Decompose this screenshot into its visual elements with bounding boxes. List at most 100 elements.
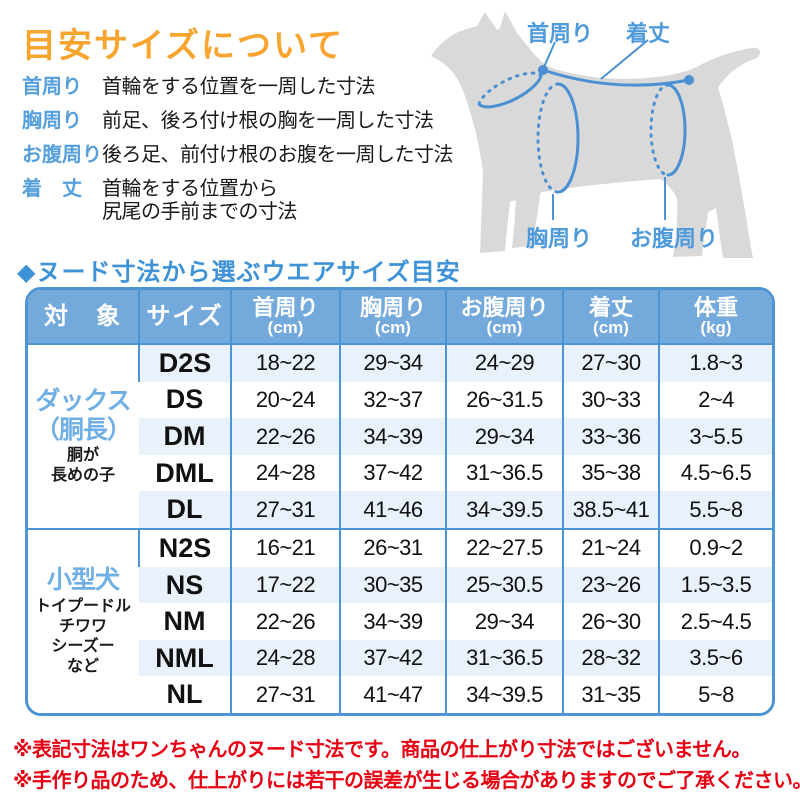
size-cell: NL <box>139 676 231 713</box>
diagram-label-chest: 胸周り <box>526 226 593 251</box>
size-cell: NS <box>139 566 231 604</box>
legend-term-belly: お腹周り <box>22 144 102 166</box>
value-cell: 5.5~8 <box>658 491 772 530</box>
size-cell: DS <box>139 381 231 419</box>
value-cell: 31~36.5 <box>445 639 563 677</box>
column-header: 対 象 <box>28 290 139 345</box>
value-cell: 30~35 <box>339 566 446 604</box>
size-cell: NML <box>139 639 231 677</box>
legend-term-neck: 首周り <box>22 76 82 98</box>
value-cell: 26~31.5 <box>445 381 563 419</box>
legend-row-neck: 首周り 首輪をする位置を一周した寸法 <box>22 76 462 99</box>
value-cell: 27~31 <box>230 676 340 713</box>
table-row: ダックス （胴長） 胴が 長めの子 D2S 18~22 29~34 24~29 27~30 1… <box>28 344 772 530</box>
legend-term-chest: 胸周り <box>22 110 82 132</box>
value-cell: 23~26 <box>562 566 659 604</box>
value-cell: 34~39.5 <box>445 491 563 530</box>
diagram-label-belly: お腹周り <box>630 226 719 251</box>
table-row: DS 20~24 32~37 26~31.5 30~33 2~4 <box>28 381 772 419</box>
value-cell: 29~34 <box>445 603 563 640</box>
table-row: DM 22~26 34~39 29~34 33~36 3~5.5 <box>28 418 772 455</box>
size-cell: DML <box>139 454 231 492</box>
size-table: 対 象サイズ 首周り (cm) 胸周り (cm) お腹周り (cm) 着丈 (cm) 体重 (kg)… <box>28 290 772 713</box>
group-name: 小型犬 <box>46 566 120 595</box>
value-cell: 22~27.5 <box>445 528 563 567</box>
measurement-legend: 首周り 首輪をする位置を一周した寸法 胸周り 前足、後ろ付け根の胸を一周した寸法… <box>22 76 462 235</box>
value-cell: 26~31 <box>339 528 446 567</box>
value-cell: 16~21 <box>230 528 340 567</box>
value-cell: 25~30.5 <box>445 566 563 604</box>
length-end-dot <box>684 75 694 85</box>
value-cell: 0.9~2 <box>658 528 772 567</box>
neck-measure-line <box>477 74 543 109</box>
value-cell: 31~36.5 <box>445 454 563 492</box>
value-cell: 5~8 <box>658 676 772 713</box>
value-cell: 22~26 <box>230 418 340 455</box>
column-header: 首周り (cm) <box>230 290 340 345</box>
page-title: 目安サイズについて <box>22 27 344 65</box>
neck-measure-line-dotted <box>477 71 543 106</box>
table-row: NM 22~26 34~39 29~34 26~30 2.5~4.5 <box>28 603 772 640</box>
belly-measure-line <box>666 83 687 177</box>
legend-desc-length: 首輪をする位置から 尻尾の手前までの寸法 <box>102 178 298 223</box>
target-group-cell: 小型犬 トイプードル チワワ シーズー など <box>28 528 139 713</box>
value-cell: 1.8~3 <box>658 344 772 382</box>
legend-row-length: 着 丈 首輪をする位置から 尻尾の手前までの寸法 <box>22 178 462 224</box>
value-cell: 29~34 <box>339 344 446 382</box>
size-cell: DM <box>139 418 231 455</box>
note-nude-size: ※表記寸法はワンちゃんのヌード寸法です。商品の仕上がり寸法ではございません。 <box>13 739 751 761</box>
value-cell: 27~31 <box>230 491 340 530</box>
value-cell: 31~35 <box>562 676 659 713</box>
value-cell: 24~28 <box>230 639 340 677</box>
value-cell: 1.5~3.5 <box>658 566 772 604</box>
group-name: ダックス （胴長） <box>34 386 132 444</box>
table-row: DML 24~28 37~42 31~36.5 35~38 4.5~6.5 <box>28 454 772 492</box>
value-cell: 17~22 <box>230 566 340 604</box>
group-subtext: トイプードル チワワ シーズー など <box>34 597 131 675</box>
value-cell: 24~29 <box>445 344 563 382</box>
neck-label-leader <box>543 41 556 68</box>
table-row: 小型犬 トイプードル チワワ シーズー など N2S 16~21 26~31 22~27.… <box>28 528 772 713</box>
value-cell: 2~4 <box>658 381 772 419</box>
table-row: NML 24~28 37~42 31~36.5 28~32 3.5~6 <box>28 639 772 677</box>
value-cell: 4.5~6.5 <box>658 454 772 492</box>
column-header: 胸周り (cm) <box>339 290 446 345</box>
section-title: ◆ヌード寸法から選ぶウエアサイズ目安 <box>17 259 461 286</box>
size-cell: DL <box>139 491 231 530</box>
column-header: サイズ <box>138 290 231 345</box>
value-cell: 34~39 <box>339 418 446 455</box>
diagram-label-neck: 首周り <box>527 21 594 46</box>
size-cell: D2S <box>138 344 231 382</box>
target-group-cell: ダックス （胴長） 胴が 長めの子 <box>28 344 139 530</box>
table-row: NS 17~22 30~35 25~30.5 23~26 1.5~3.5 <box>28 566 772 604</box>
value-cell: 20~24 <box>230 381 340 419</box>
value-cell: 26~30 <box>562 603 659 640</box>
table-row: DL 27~31 41~46 34~39.5 38.5~41 5.5~8 <box>28 491 772 530</box>
legend-desc-belly: 後ろ足、前付け根のお腹を一周した寸法 <box>102 144 454 166</box>
chest-measure-line-dotted <box>536 82 560 194</box>
value-cell: 18~22 <box>230 344 340 382</box>
size-cell: N2S <box>138 528 231 567</box>
dog-illustration <box>431 11 761 258</box>
value-cell: 3.5~6 <box>658 639 772 677</box>
note-handmade: ※手作り品のため、仕上がりには若干の誤差が生じる場合がありますのでご了承ください… <box>13 770 800 792</box>
value-cell: 37~42 <box>339 454 446 492</box>
value-cell: 34~39 <box>339 603 446 640</box>
value-cell: 29~34 <box>445 418 563 455</box>
legend-term-length: 着 丈 <box>22 178 82 200</box>
column-header: お腹周り (cm) <box>445 290 563 345</box>
value-cell: 35~38 <box>562 454 659 492</box>
value-cell: 38.5~41 <box>562 491 659 530</box>
value-cell: 24~28 <box>230 454 340 492</box>
value-cell: 28~32 <box>562 639 659 677</box>
column-header: 着丈 (cm) <box>562 290 659 345</box>
diagram-label-length: 着丈 <box>626 21 671 46</box>
value-cell: 33~36 <box>562 418 659 455</box>
size-cell: NM <box>139 603 231 640</box>
table-row: NL 27~31 41~47 34~39.5 31~35 5~8 <box>28 676 772 713</box>
group-subtext: 胴が 長めの子 <box>50 447 115 485</box>
value-cell: 41~47 <box>339 676 446 713</box>
chest-measure-line <box>556 82 580 194</box>
value-cell: 37~42 <box>339 639 446 677</box>
legend-row-chest: 胸周り 前足、後ろ付け根の胸を一周した寸法 <box>22 110 462 133</box>
